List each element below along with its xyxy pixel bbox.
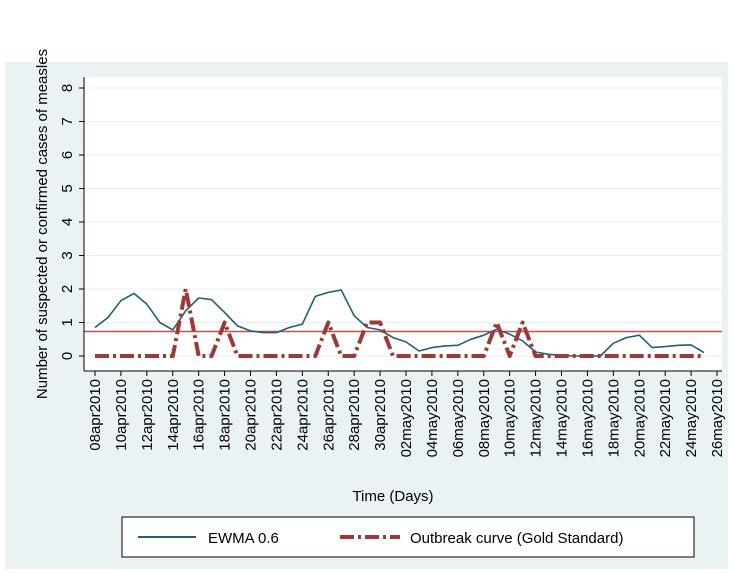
x-tick-label: 02may2010 (398, 379, 415, 457)
x-tick-label: 18apr2010 (217, 379, 234, 451)
series-line-ewma (94, 289, 705, 357)
x-tick-label: 12apr2010 (139, 379, 156, 451)
x-tick-label: 14apr2010 (165, 379, 182, 451)
legend: EWMA 0.6 Outbreak curve (Gold Standard) (121, 516, 695, 558)
y-tick-label: 3 (59, 251, 76, 259)
y-tick-label: 0 (59, 352, 76, 360)
x-tick-label: 22may2010 (657, 379, 674, 457)
x-tick-label: 20apr2010 (243, 379, 260, 451)
y-tick-label: 8 (59, 84, 76, 92)
x-tick-label: 10apr2010 (113, 379, 130, 451)
y-tick-label: 2 (59, 285, 76, 293)
x-tick-label: 18may2010 (605, 379, 622, 457)
legend-box (121, 516, 695, 558)
y-axis-label: Number of suspected or confirmed cases o… (34, 49, 51, 399)
series-layer (94, 287, 705, 358)
legend-label-outbreak: Outbreak curve (Gold Standard) (410, 530, 623, 547)
y-tick-label: 4 (59, 218, 76, 226)
legend-label-ewma: EWMA 0.6 (208, 530, 279, 547)
x-tick-label: 26may2010 (709, 379, 726, 457)
x-tick-label: 16may2010 (579, 379, 596, 457)
x-tick-label: 28apr2010 (346, 379, 363, 451)
x-tick-label: 26apr2010 (320, 379, 337, 451)
x-tick-label: 14may2010 (554, 379, 571, 457)
x-tick-label: 22apr2010 (268, 379, 285, 451)
x-tick-label: 24may2010 (683, 379, 700, 457)
y-tick-label: 5 (59, 184, 76, 192)
x-tick-label: 24apr2010 (294, 379, 311, 451)
y-tick-label: 7 (59, 117, 76, 125)
x-tick-label: 06may2010 (450, 379, 467, 457)
x-tick-label: 20may2010 (631, 379, 648, 457)
axes: 0 1 2 3 4 5 6 7 8 08apr2010 10apr2010 12apr2010 14ap… (59, 77, 726, 457)
y-tick-label: 6 (59, 151, 76, 159)
x-tick-label: 12may2010 (528, 379, 545, 457)
x-tick-label: 08apr2010 (87, 379, 104, 451)
series-line-outbreak (95, 287, 704, 358)
x-tick-label: 16apr2010 (191, 379, 208, 451)
x-tick-label: 30apr2010 (372, 379, 389, 451)
y-tick-label: 1 (59, 318, 76, 326)
x-tick-label: 08may2010 (476, 379, 493, 457)
x-tick-label: 04may2010 (424, 379, 441, 457)
x-axis-label: Time (Days) (352, 488, 433, 505)
x-tick-label: 10may2010 (502, 379, 519, 457)
